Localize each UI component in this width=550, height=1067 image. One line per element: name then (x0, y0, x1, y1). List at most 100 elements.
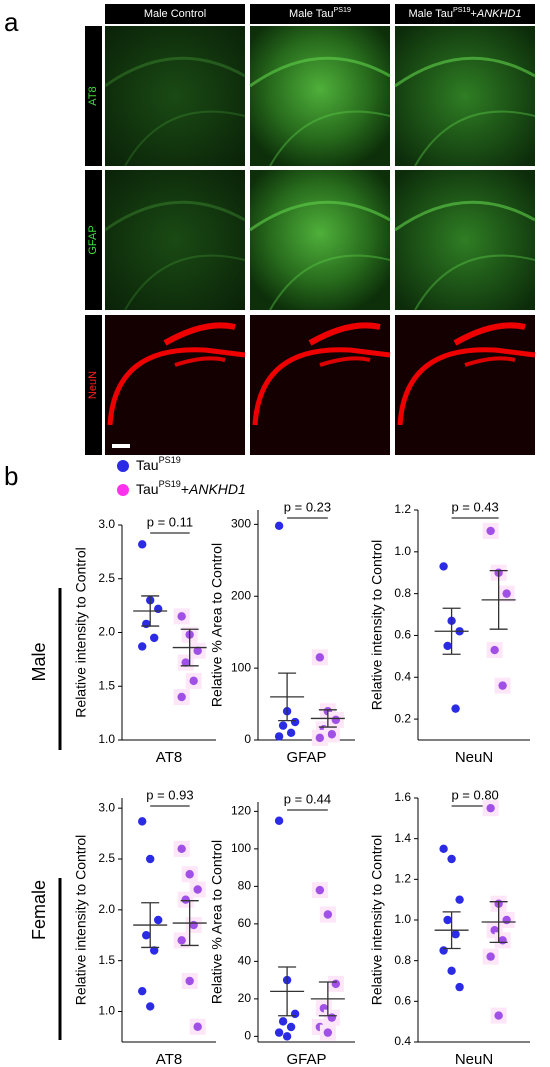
row-strip (85, 315, 102, 455)
data-point (290, 1009, 300, 1019)
row-strip (85, 26, 102, 166)
y-tick-label: 0 (244, 732, 251, 746)
data-point (177, 844, 186, 854)
header-bar (250, 4, 390, 24)
y-tick-label: 0.4 (394, 1034, 411, 1048)
data-point (455, 982, 464, 992)
micrograph (105, 26, 245, 166)
data-point (315, 653, 325, 662)
tissue-layer (269, 254, 391, 311)
data-point (138, 642, 147, 651)
y-tick-label: 2.0 (98, 902, 115, 916)
legend-marker (117, 484, 129, 496)
micrograph (250, 26, 390, 166)
y-axis-label: Relative % Area to Control (209, 543, 225, 707)
data-point (142, 619, 151, 629)
data-point (146, 854, 155, 864)
data-point (193, 1022, 202, 1031)
superscript: PS19 (333, 6, 350, 14)
y-tick-label: 120 (231, 804, 251, 818)
data-point (274, 816, 284, 825)
data-point (154, 915, 163, 925)
data-point (498, 681, 507, 690)
header-bar (105, 4, 245, 24)
y-tick-label: 60 (238, 916, 252, 930)
row-label: AT8 (87, 86, 99, 105)
text-part: + (181, 481, 189, 497)
tissue-layer (414, 254, 536, 311)
y-tick-label: 3.0 (98, 517, 115, 531)
column-header: Male TauPS19+ANKHD1 (409, 6, 522, 20)
y-tick-label: 1.2 (394, 872, 411, 886)
data-point (177, 936, 186, 945)
y-tick-label: 0.4 (394, 669, 411, 683)
data-point (315, 733, 325, 743)
data-point (278, 1017, 288, 1026)
data-point (439, 946, 448, 955)
data-point (502, 589, 511, 598)
tissue-layer (394, 200, 536, 232)
superscript: PS19 (453, 6, 470, 14)
p-value: p = 0.43 (451, 499, 498, 514)
row-label: GFAP (87, 225, 99, 254)
p-value: p = 0.11 (147, 514, 193, 529)
tissue-layer (124, 254, 246, 311)
data-point (490, 925, 499, 935)
panel-label: a (4, 7, 19, 37)
cell-layer (397, 347, 536, 426)
y-tick-label: 0.2 (394, 711, 411, 725)
text-part: + (470, 8, 476, 20)
data-point (138, 540, 147, 549)
superscript: PS19 (159, 480, 181, 490)
data-point (146, 1002, 155, 1011)
data-point (486, 952, 495, 961)
legend-marker (117, 460, 129, 472)
data-point (138, 817, 147, 826)
y-axis-label: Relative intensity to Control (369, 835, 385, 1005)
p-value: p = 0.44 (284, 791, 331, 806)
y-tick-label: 0 (244, 1029, 251, 1043)
cell-layer (453, 322, 526, 346)
y-axis-label: Relative intensity to Control (73, 547, 89, 717)
legend-label: TauPS19 (136, 456, 181, 473)
text-part: Tau (136, 481, 159, 497)
y-tick-label: 1.0 (394, 544, 411, 558)
text-part: Male Tau (409, 8, 453, 20)
cell-layer (174, 356, 226, 367)
x-axis-label: AT8 (156, 749, 182, 766)
y-tick-label: 80 (238, 879, 252, 893)
data-point (274, 732, 284, 741)
data-point (331, 979, 341, 989)
cell-layer (464, 356, 516, 367)
data-point (443, 641, 452, 651)
tissue-layer (104, 200, 246, 232)
data-point (494, 1011, 503, 1020)
y-axis-label: Relative intensity to Control (369, 540, 385, 710)
column-header: Male TauPS19 (289, 6, 351, 20)
data-point (286, 728, 296, 738)
y-tick-label: 1.2 (394, 502, 411, 516)
data-point (138, 986, 147, 996)
cell-layer (107, 347, 246, 426)
micrographs (85, 4, 536, 455)
y-tick-label: 300 (231, 517, 251, 531)
tissue-layer (124, 110, 246, 167)
header-bar (395, 4, 535, 24)
y-axis-label: Relative % Area to Control (209, 840, 225, 1004)
row-strip (85, 170, 102, 310)
cell-layer (319, 356, 371, 367)
cell-layer (163, 322, 236, 346)
y-tick-label: 1.0 (98, 1004, 115, 1018)
data-point (486, 803, 495, 813)
y-tick-label: 100 (231, 660, 251, 674)
data-point (439, 562, 448, 571)
data-point (177, 612, 186, 621)
cell-layer (252, 347, 391, 426)
data-point (177, 692, 186, 702)
tissue-layer (394, 56, 536, 88)
data-point (327, 1013, 337, 1022)
y-tick-label: 1.4 (394, 831, 411, 845)
data-point (290, 717, 300, 727)
sex-label: Female (29, 880, 49, 940)
